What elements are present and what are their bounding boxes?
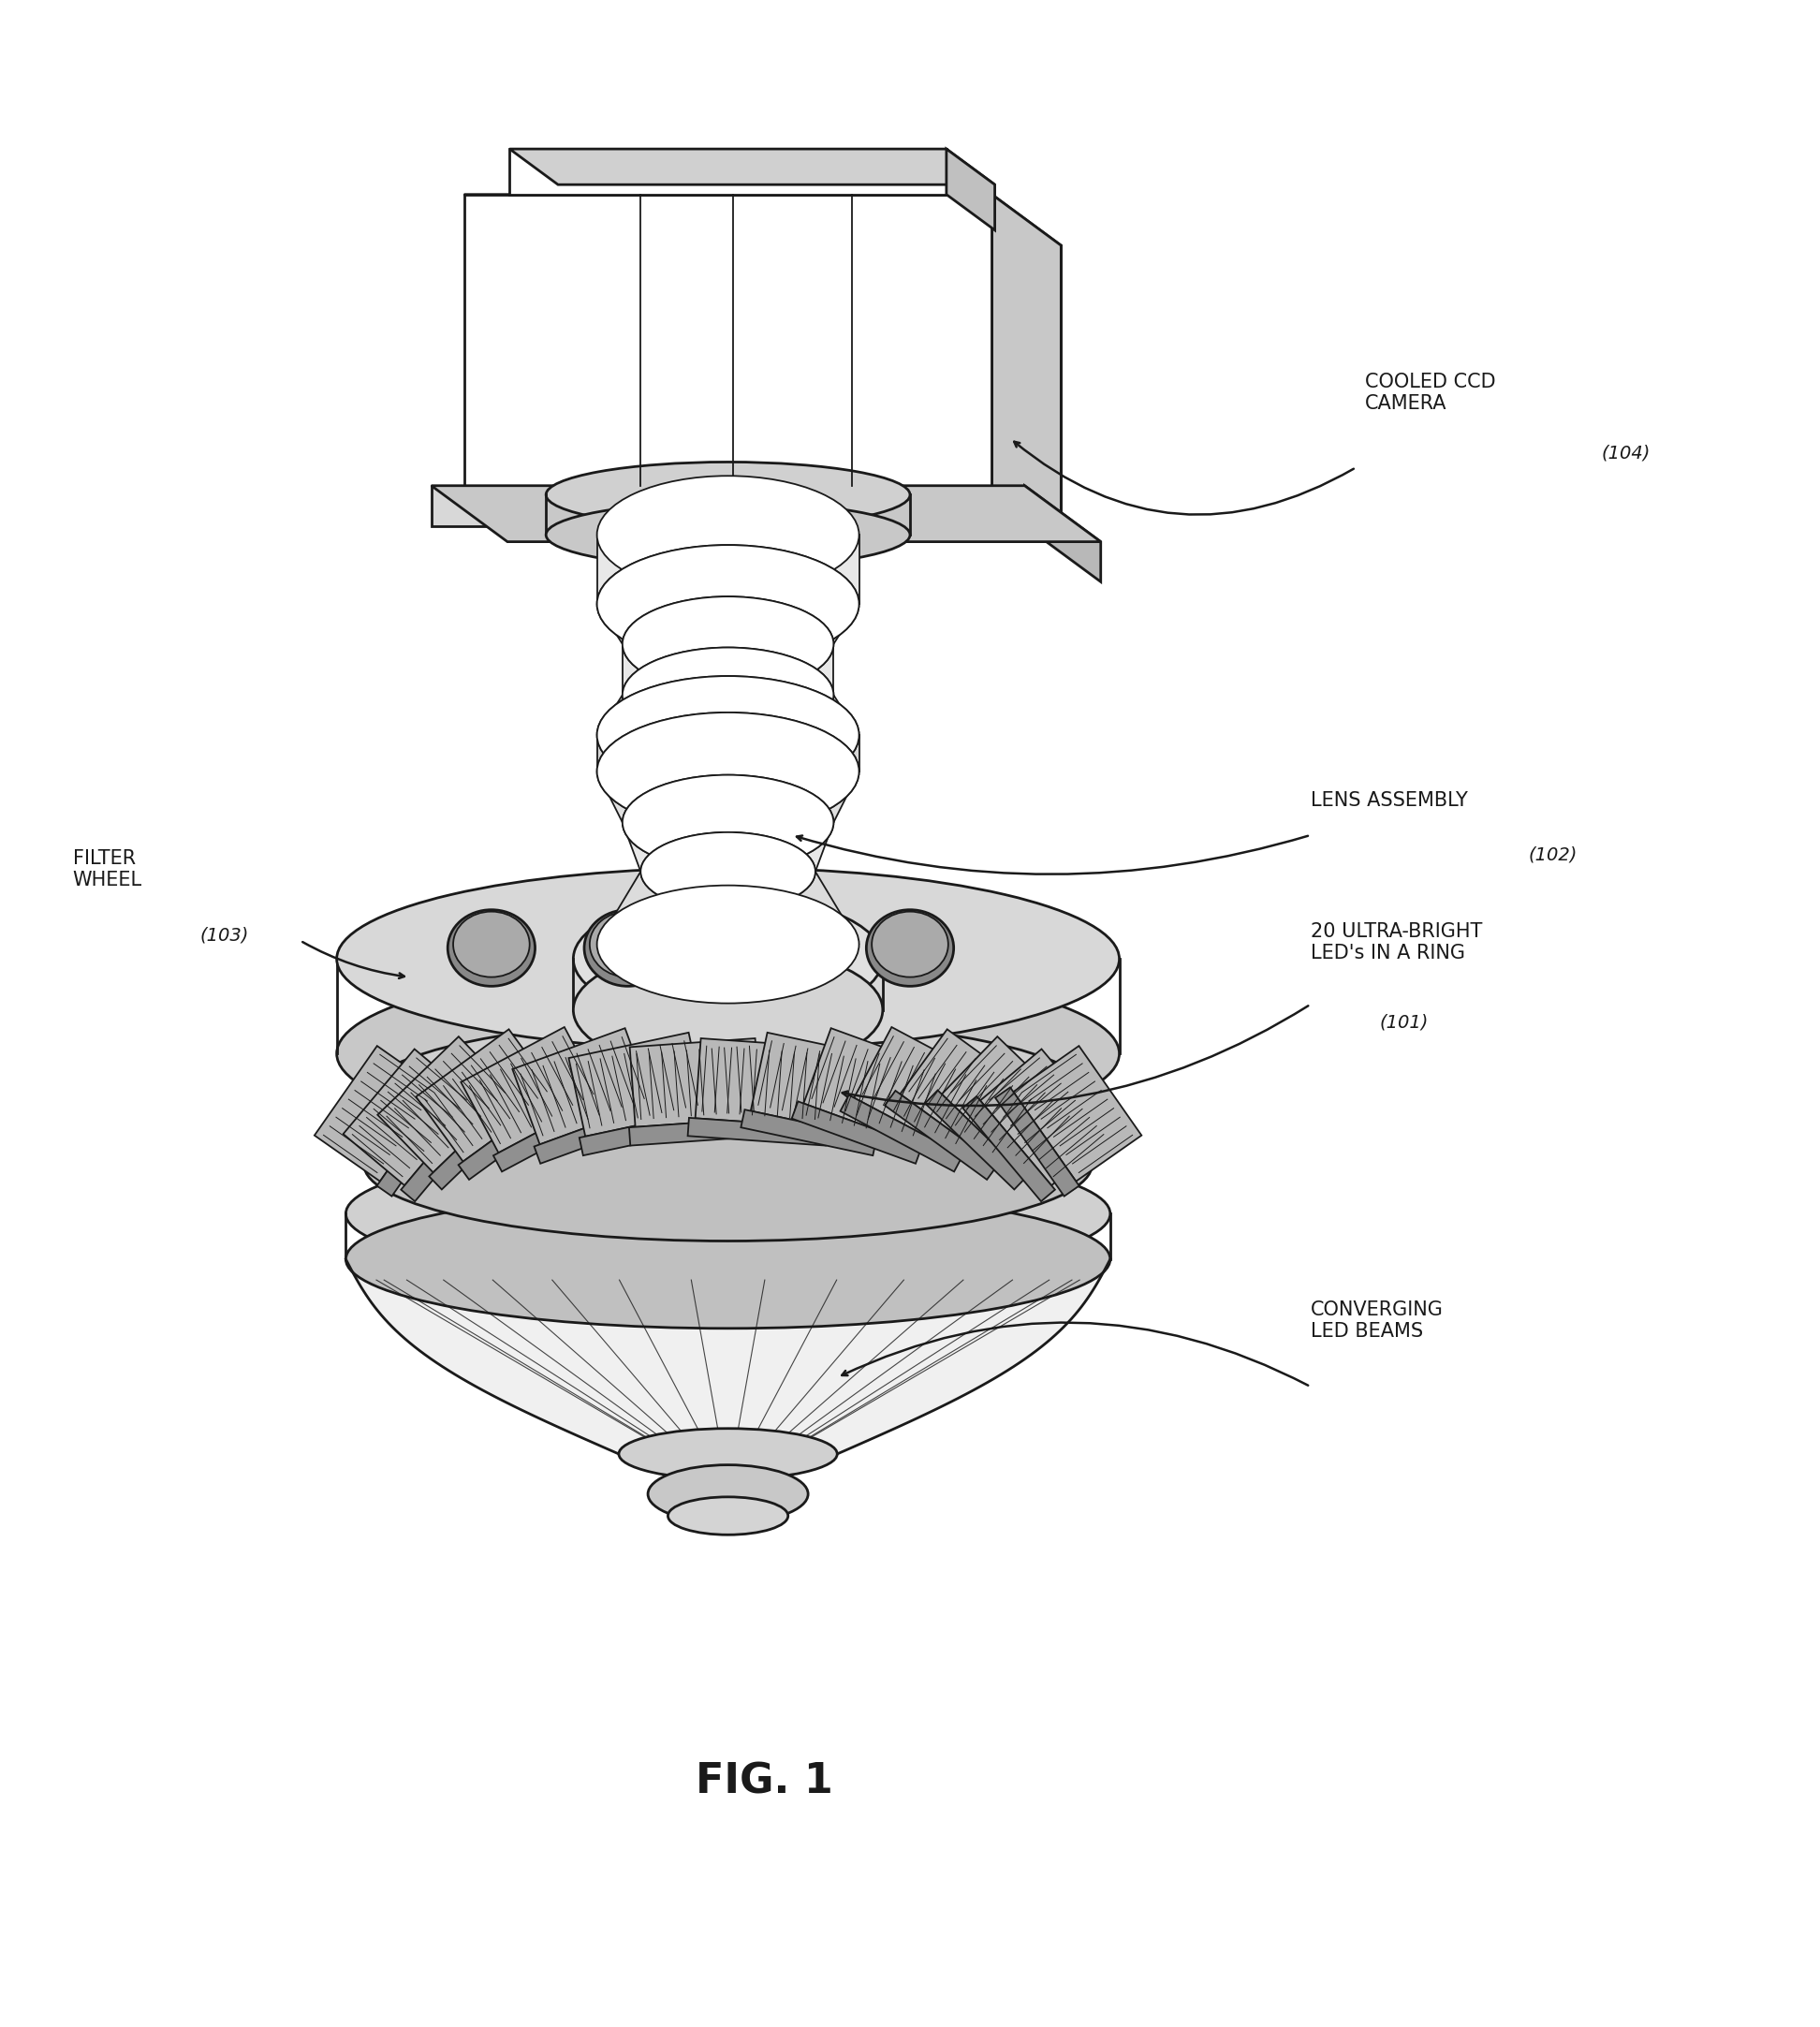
Polygon shape (597, 736, 859, 772)
Polygon shape (630, 1117, 768, 1145)
Polygon shape (981, 1050, 1112, 1186)
Ellipse shape (622, 774, 834, 870)
Polygon shape (533, 245, 1061, 537)
Text: COOLED CCD
CAMERA: COOLED CCD CAMERA (1365, 373, 1496, 414)
Polygon shape (688, 1117, 826, 1145)
Ellipse shape (337, 868, 1119, 1050)
Ellipse shape (597, 711, 859, 831)
Ellipse shape (735, 912, 812, 977)
Polygon shape (854, 1028, 996, 1153)
Text: FILTER
WHEEL: FILTER WHEEL (73, 849, 142, 890)
Ellipse shape (597, 886, 859, 1003)
Polygon shape (963, 1097, 1056, 1202)
Polygon shape (885, 1091, 997, 1180)
Ellipse shape (590, 912, 666, 977)
Ellipse shape (622, 647, 834, 742)
Polygon shape (1014, 1046, 1141, 1182)
Polygon shape (992, 195, 1061, 537)
Polygon shape (622, 645, 834, 695)
Polygon shape (315, 1046, 442, 1182)
Text: (101): (101) (1380, 1014, 1429, 1032)
Polygon shape (695, 1038, 826, 1127)
Polygon shape (346, 1259, 1110, 1453)
Text: (103): (103) (200, 926, 249, 945)
Text: LENS ASSEMBLY: LENS ASSEMBLY (1310, 791, 1467, 809)
Ellipse shape (872, 912, 948, 977)
Ellipse shape (364, 1020, 1092, 1172)
Polygon shape (804, 1028, 943, 1145)
Polygon shape (459, 1091, 571, 1180)
Ellipse shape (597, 711, 859, 831)
Polygon shape (597, 695, 859, 736)
Bar (464, 195, 992, 486)
Ellipse shape (668, 1496, 788, 1534)
Polygon shape (946, 148, 996, 231)
Polygon shape (597, 772, 859, 823)
Polygon shape (510, 148, 946, 195)
Polygon shape (925, 1091, 1026, 1190)
Ellipse shape (573, 896, 883, 1022)
Polygon shape (533, 1101, 664, 1163)
Polygon shape (792, 1101, 923, 1163)
Ellipse shape (546, 462, 910, 527)
Polygon shape (344, 1050, 475, 1186)
Polygon shape (400, 1097, 493, 1202)
Ellipse shape (573, 947, 883, 1074)
Polygon shape (597, 535, 859, 604)
Ellipse shape (597, 476, 859, 594)
Polygon shape (417, 1030, 555, 1161)
Polygon shape (464, 195, 1061, 245)
Polygon shape (1025, 486, 1101, 582)
Ellipse shape (730, 910, 817, 987)
Bar (431, 486, 1025, 525)
Polygon shape (901, 1030, 1039, 1161)
Ellipse shape (641, 833, 815, 910)
Ellipse shape (622, 596, 834, 691)
Ellipse shape (346, 1190, 1110, 1328)
Polygon shape (622, 823, 834, 872)
Ellipse shape (448, 910, 535, 987)
Polygon shape (841, 1095, 963, 1172)
Text: FIG. 1: FIG. 1 (695, 1761, 834, 1802)
Ellipse shape (622, 647, 834, 742)
Polygon shape (430, 1091, 531, 1190)
Ellipse shape (597, 677, 859, 795)
Polygon shape (579, 1109, 715, 1155)
Ellipse shape (648, 1466, 808, 1522)
Text: CONVERGING
LED BEAMS: CONVERGING LED BEAMS (1310, 1301, 1443, 1342)
Polygon shape (568, 1032, 706, 1137)
Polygon shape (750, 1032, 888, 1137)
Polygon shape (431, 486, 1101, 541)
Ellipse shape (337, 963, 1119, 1145)
Text: (102): (102) (1529, 845, 1578, 864)
Ellipse shape (622, 774, 834, 870)
Ellipse shape (597, 545, 859, 663)
Ellipse shape (641, 833, 815, 910)
Polygon shape (377, 1036, 515, 1172)
Ellipse shape (619, 1429, 837, 1480)
Polygon shape (630, 1038, 761, 1127)
Polygon shape (510, 148, 996, 184)
Polygon shape (941, 1036, 1079, 1172)
Polygon shape (460, 1028, 602, 1153)
Bar (546, 495, 910, 535)
Polygon shape (996, 1086, 1079, 1196)
Ellipse shape (364, 1088, 1092, 1241)
Ellipse shape (866, 910, 954, 987)
Ellipse shape (453, 912, 530, 977)
Ellipse shape (597, 545, 859, 663)
Ellipse shape (546, 503, 910, 568)
Ellipse shape (597, 677, 859, 795)
Ellipse shape (346, 1145, 1110, 1283)
Polygon shape (741, 1109, 877, 1155)
Polygon shape (377, 1086, 460, 1196)
Polygon shape (597, 604, 859, 645)
Ellipse shape (622, 596, 834, 691)
Text: (104): (104) (1602, 444, 1651, 462)
Polygon shape (493, 1095, 615, 1172)
Polygon shape (513, 1028, 652, 1145)
Ellipse shape (584, 910, 672, 987)
Text: 20 ULTRA-BRIGHT
LED's IN A RING: 20 ULTRA-BRIGHT LED's IN A RING (1310, 922, 1481, 963)
Polygon shape (597, 872, 859, 945)
